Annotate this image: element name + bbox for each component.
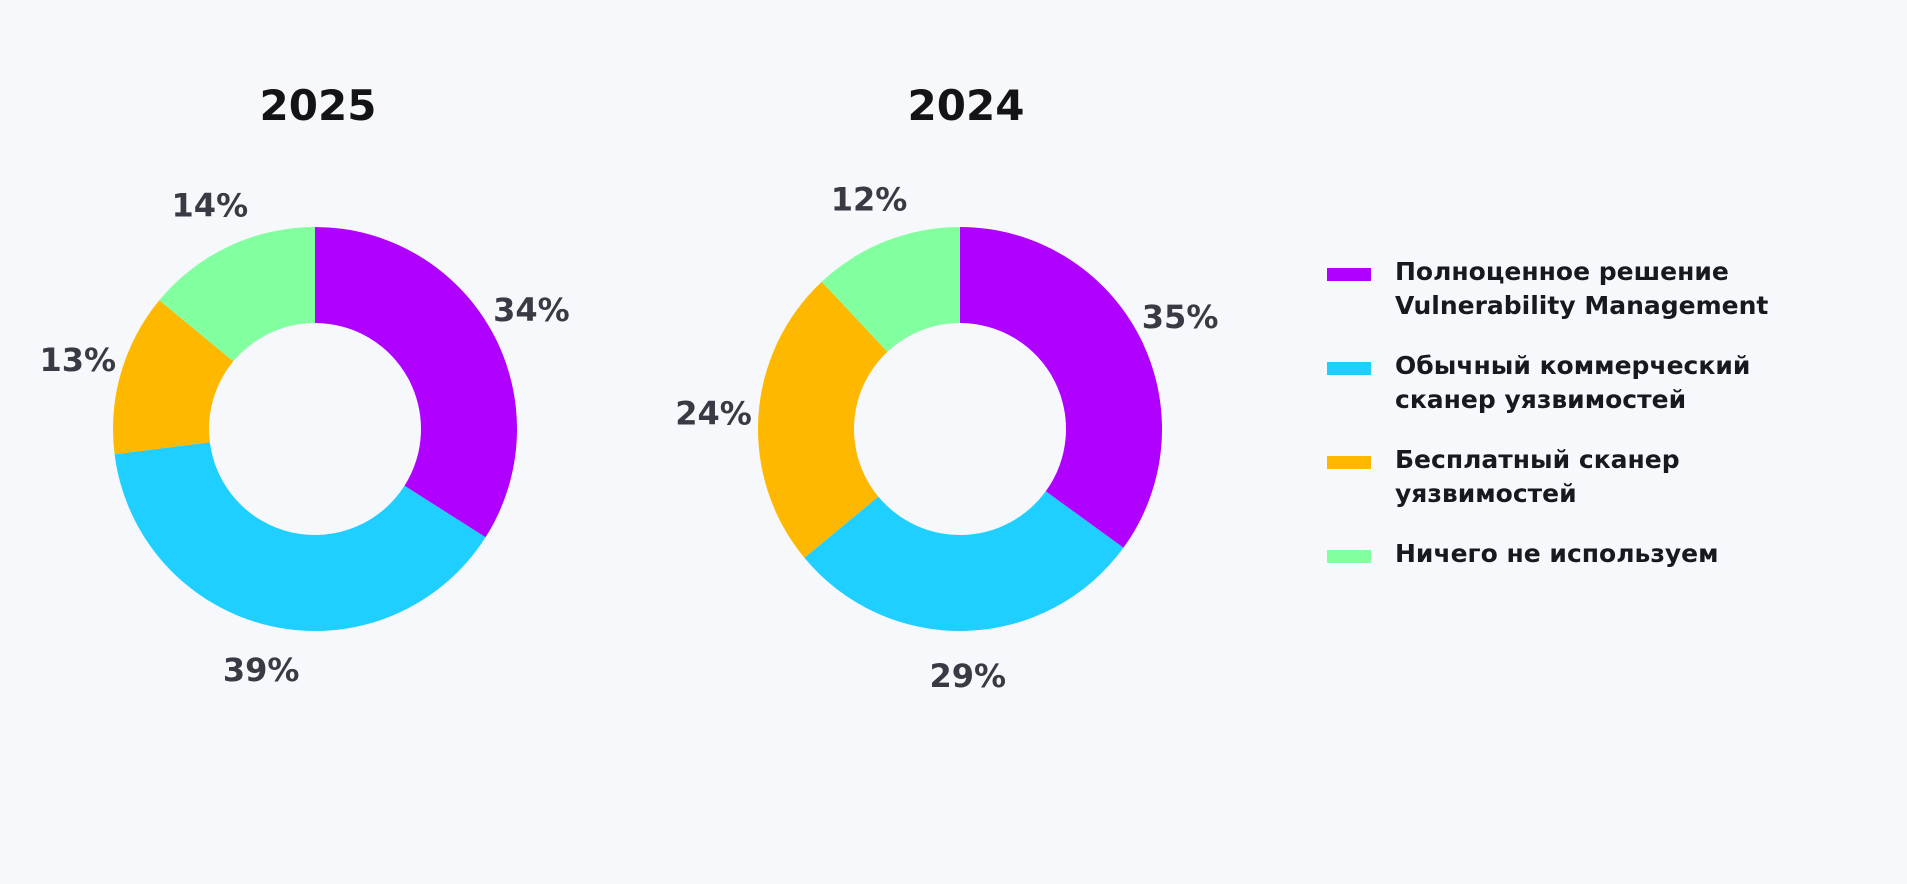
legend-label: Бесплатный сканер уязвимостей	[1395, 445, 1680, 508]
donut-2025: 34% 39% 13% 14%	[40, 187, 570, 690]
slice-label-nothing: 14%	[172, 187, 249, 225]
donut-slice-nothing	[159, 227, 315, 362]
slice-label-commercial-scanner: 29%	[929, 657, 1006, 695]
legend-item-free-scanner: Бесплатный сканер уязвимостей	[1327, 443, 1887, 511]
legend-label: Ничего не используем	[1395, 539, 1719, 568]
slice-label-free-scanner: 13%	[40, 341, 117, 379]
slice-label-free-scanner: 24%	[675, 394, 752, 432]
legend: Полноценное решение Vulnerability Manage…	[1327, 255, 1887, 597]
donut-slice-free-scanner	[758, 281, 888, 558]
legend-swatch	[1327, 550, 1371, 563]
slice-label-vm-solution: 35%	[1142, 298, 1219, 336]
chart-title-2024: 2024	[908, 81, 1025, 130]
donut-slice-nothing	[821, 227, 960, 352]
donut-slice-vm-solution	[315, 227, 517, 538]
slice-label-nothing: 12%	[831, 180, 908, 218]
legend-item-vm-solution: Полноценное решение Vulnerability Manage…	[1327, 255, 1887, 323]
legend-swatch	[1327, 456, 1371, 469]
slice-label-commercial-scanner: 39%	[223, 651, 300, 689]
slice-label-vm-solution: 34%	[493, 291, 570, 329]
donut-slice-free-scanner	[112, 300, 234, 455]
legend-item-nothing: Ничего не используем	[1327, 537, 1887, 571]
legend-item-commercial-scanner: Обычный коммерческий сканер уязвимостей	[1327, 349, 1887, 417]
legend-swatch	[1327, 362, 1371, 375]
legend-label: Обычный коммерческий сканер уязвимостей	[1395, 351, 1751, 414]
legend-swatch	[1327, 268, 1371, 281]
legend-label: Полноценное решение Vulnerability Manage…	[1395, 257, 1769, 320]
chart-title-2025: 2025	[260, 81, 377, 130]
donut-2024: 35% 29% 24% 12%	[675, 180, 1218, 695]
donut-slice-commercial-scanner	[114, 442, 486, 631]
donut-slice-commercial-scanner	[804, 491, 1124, 631]
donut-slice-vm-solution	[960, 227, 1162, 548]
